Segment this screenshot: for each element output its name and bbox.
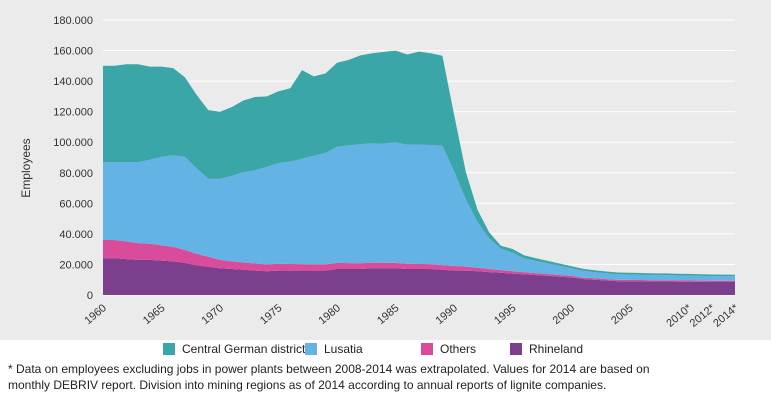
y-tick-label: 60.000	[59, 198, 93, 210]
y-tick-label: 40.000	[59, 229, 93, 241]
footnote-line-1: * Data on employees excluding jobs in po…	[8, 362, 650, 376]
legend-swatch-central-german-district	[163, 343, 175, 355]
y-tick-label: 160.000	[53, 46, 93, 58]
legend-swatch-lusatia	[305, 343, 317, 355]
legend-label-rhineland: Rhineland	[529, 342, 583, 356]
area-lusatia	[103, 142, 735, 281]
y-tick-label: 180.000	[53, 15, 93, 27]
y-tick-label: 80.000	[59, 168, 93, 180]
y-tick-label: 140.000	[53, 76, 93, 88]
area-rhineland	[103, 258, 735, 295]
footnote: * Data on employees excluding jobs in po…	[8, 361, 763, 393]
area-series	[103, 50, 735, 295]
y-tick-label: 0	[87, 290, 93, 302]
y-tick-label: 20.000	[59, 259, 93, 271]
legend: Central German district Lusatia Others Rhin…	[163, 342, 583, 356]
footnote-line-2: monthly DEBRIV report. Division into min…	[8, 378, 607, 392]
legend-label-central-german-district: Central German district	[182, 342, 306, 356]
y-axis: 0 20.000 40.000 60.000 80.000 100.000 120.000 1…	[53, 15, 93, 302]
legend-label-others: Others	[440, 342, 476, 356]
area-central-german-district	[103, 50, 735, 277]
y-tick-label: 120.000	[53, 107, 93, 119]
y-axis-label: Employees	[19, 138, 33, 197]
legend-swatch-others	[421, 343, 433, 355]
y-tick-label: 100.000	[53, 137, 93, 149]
legend-label-lusatia: Lusatia	[324, 342, 363, 356]
legend-swatch-rhineland	[510, 343, 522, 355]
